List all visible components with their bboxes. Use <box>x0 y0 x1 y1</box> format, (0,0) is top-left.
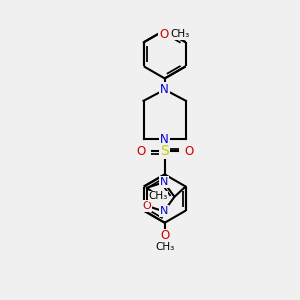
Text: O: O <box>136 145 145 158</box>
Text: O: O <box>159 28 169 40</box>
Text: N: N <box>160 177 168 187</box>
Text: S: S <box>160 145 169 158</box>
Text: CH₃: CH₃ <box>155 242 174 252</box>
Text: O: O <box>160 230 169 242</box>
Text: O: O <box>184 145 194 158</box>
Text: CH₃: CH₃ <box>148 191 168 201</box>
Text: CH₃: CH₃ <box>170 29 190 39</box>
Text: O: O <box>142 201 151 211</box>
Text: N: N <box>160 83 169 96</box>
Text: N: N <box>160 206 168 216</box>
Text: N: N <box>160 133 169 146</box>
